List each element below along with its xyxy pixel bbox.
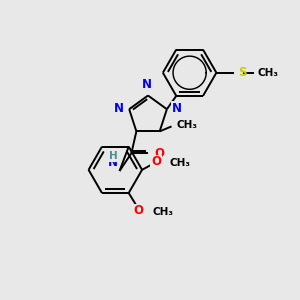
Text: O: O: [151, 155, 161, 168]
Text: H: H: [109, 151, 118, 161]
Text: N: N: [114, 102, 124, 115]
Text: O: O: [154, 147, 164, 160]
Text: O: O: [134, 204, 144, 217]
Text: N: N: [142, 78, 152, 91]
Text: CH₃: CH₃: [176, 120, 197, 130]
Text: S: S: [238, 66, 247, 79]
Text: CH₃: CH₃: [152, 207, 173, 217]
Text: CH₃: CH₃: [257, 68, 278, 78]
Text: CH₃: CH₃: [170, 158, 191, 168]
Text: N: N: [107, 156, 118, 169]
Text: N: N: [172, 102, 182, 115]
